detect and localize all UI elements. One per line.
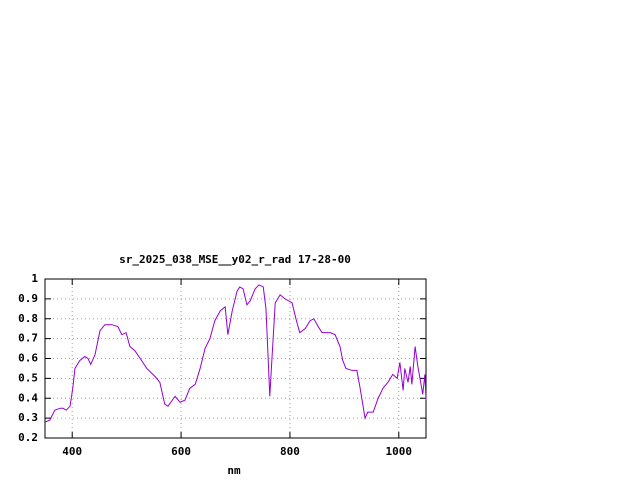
x-axis-label: nm bbox=[227, 464, 241, 477]
x-tick-label: 400 bbox=[62, 445, 82, 458]
x-tick-label: 800 bbox=[280, 445, 300, 458]
y-tick-label: 0.7 bbox=[18, 332, 38, 345]
chart-title: sr_2025_038_MSE__y02_r_rad 17-28-00 bbox=[119, 253, 351, 266]
y-tick-label: 0.6 bbox=[18, 352, 38, 365]
y-tick-label: 0.9 bbox=[18, 292, 38, 305]
y-tick-label: 1 bbox=[31, 272, 38, 285]
y-tick-label: 0.5 bbox=[18, 371, 38, 384]
data-line bbox=[44, 284, 427, 423]
y-tick-label: 0.3 bbox=[18, 411, 38, 424]
y-tick-label: 0.8 bbox=[18, 312, 38, 325]
plot-border bbox=[44, 278, 427, 439]
x-tick-label: 1000 bbox=[386, 445, 413, 458]
y-tick-label: 0.2 bbox=[18, 431, 38, 444]
x-tick-label: 600 bbox=[171, 445, 191, 458]
y-tick-label: 0.4 bbox=[18, 391, 38, 404]
